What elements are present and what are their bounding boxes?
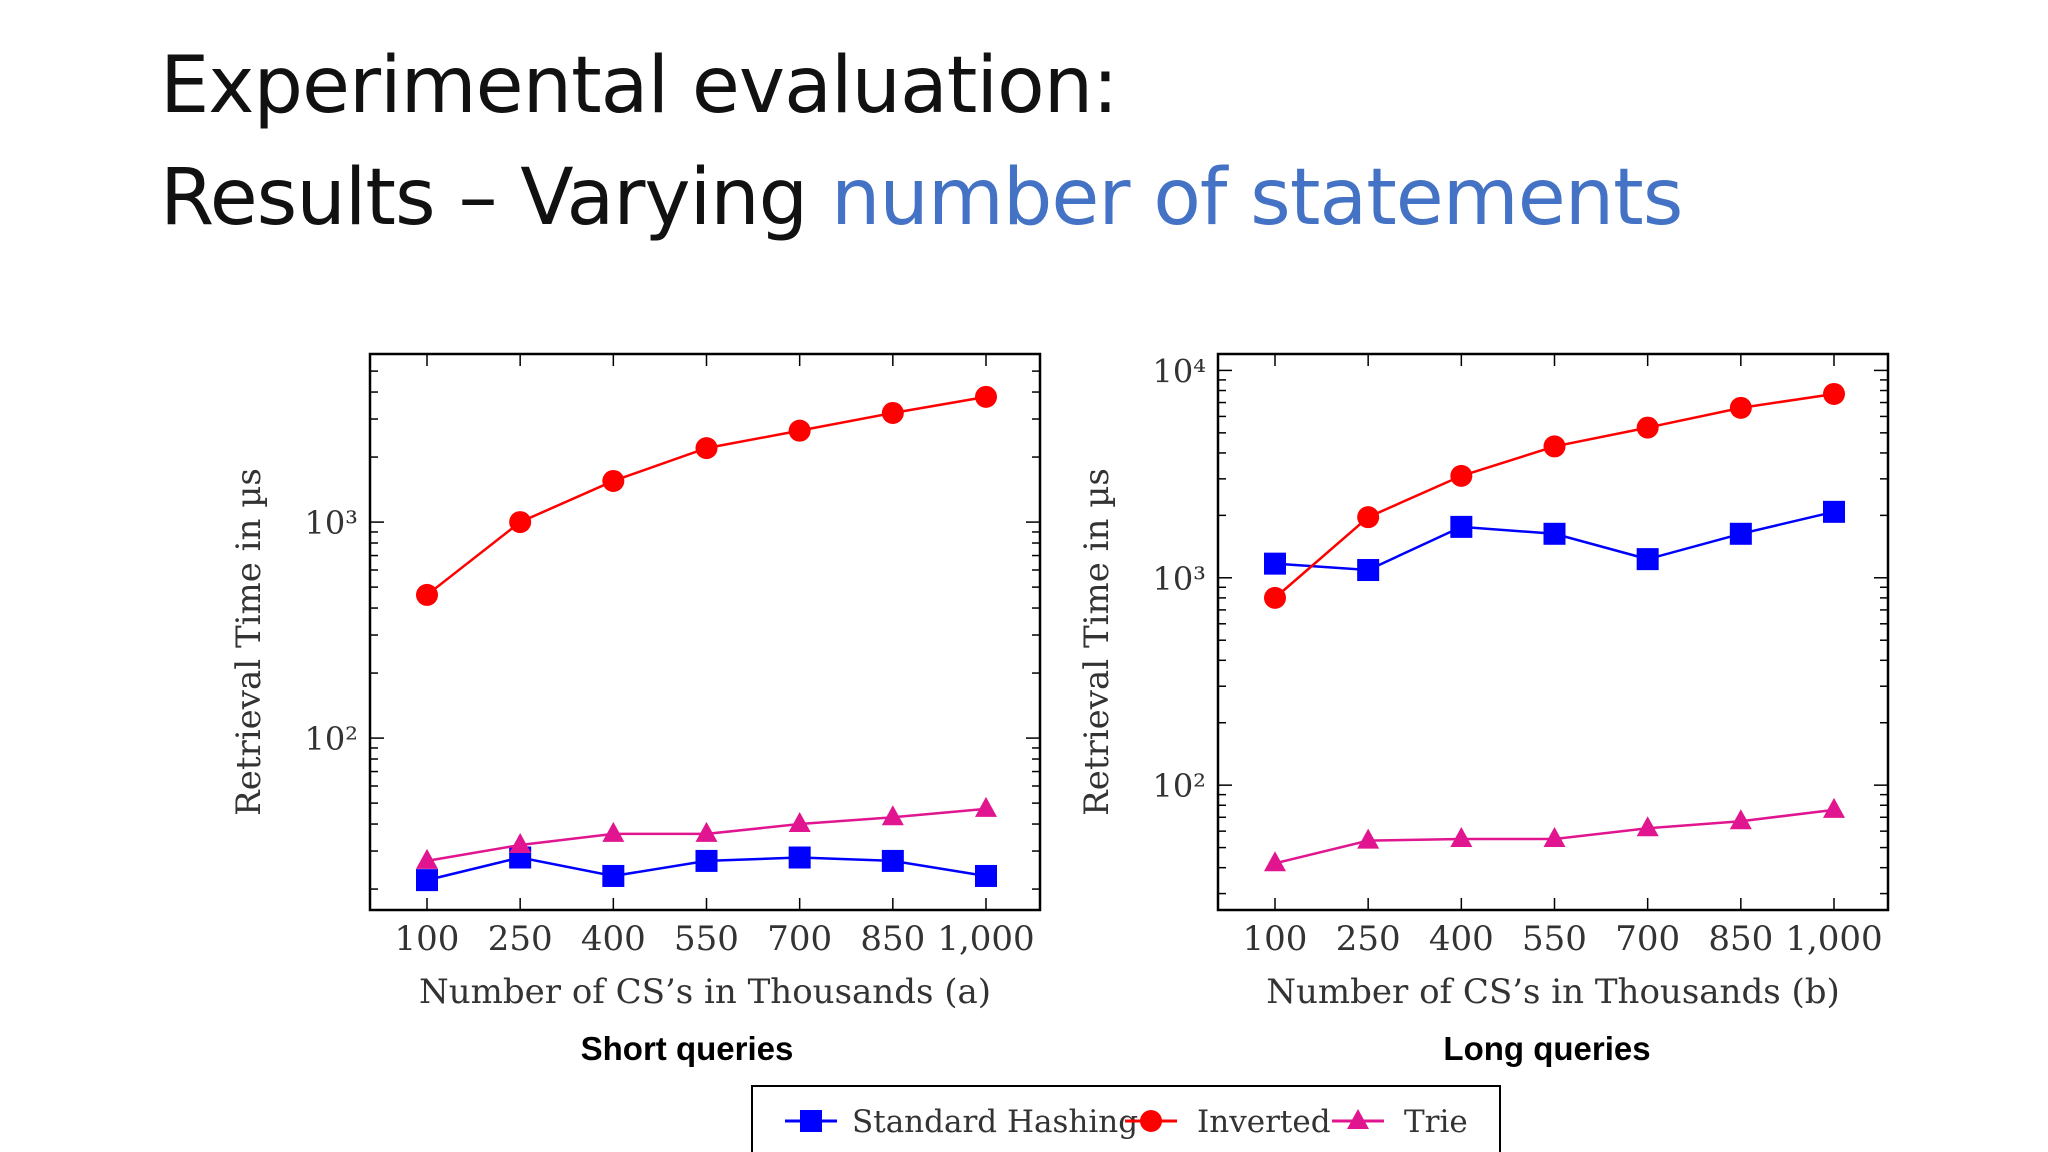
series-trie bbox=[416, 796, 997, 869]
x-tick-label: 250 bbox=[1336, 919, 1401, 959]
legend-marker bbox=[1140, 1110, 1162, 1132]
data-point bbox=[1450, 464, 1473, 487]
data-point bbox=[1450, 826, 1473, 847]
x-axis-label: Number of CS’s in Thousands (b) bbox=[1266, 972, 1840, 1012]
title-line-2-accent: number of statements bbox=[830, 153, 1683, 243]
x-tick-label: 850 bbox=[860, 919, 925, 959]
data-point bbox=[1729, 809, 1752, 830]
data-point bbox=[695, 849, 718, 872]
legend-box bbox=[751, 1085, 1501, 1152]
series-inverted bbox=[1264, 382, 1845, 609]
legend-marker bbox=[1347, 1109, 1369, 1129]
data-point bbox=[1636, 816, 1659, 837]
data-point bbox=[881, 401, 904, 424]
series-inverted bbox=[416, 385, 997, 606]
plot-frame bbox=[1216, 352, 1890, 912]
slide-title: Experimental evaluation: Results – Varyi… bbox=[160, 30, 1683, 254]
data-point bbox=[509, 511, 532, 534]
x-tick-label: 550 bbox=[674, 919, 739, 959]
data-point bbox=[975, 385, 997, 408]
data-point bbox=[788, 812, 811, 833]
legend-marker bbox=[800, 1110, 822, 1132]
data-point bbox=[1450, 515, 1473, 538]
data-point bbox=[1823, 382, 1845, 405]
data-point bbox=[1264, 552, 1286, 575]
data-point bbox=[509, 832, 532, 853]
y-tick-label: 10² bbox=[1152, 767, 1206, 805]
y-tick-label: 10³ bbox=[304, 504, 358, 542]
data-point bbox=[1357, 828, 1380, 849]
series-standard-hashing bbox=[416, 846, 997, 892]
chart-b-caption: Long queries bbox=[1443, 1030, 1651, 1067]
x-tick-label: 700 bbox=[1615, 919, 1680, 959]
y-axis-label: Retrieval Time in µs bbox=[229, 468, 269, 816]
series-standard-hashing bbox=[1264, 500, 1845, 582]
data-point bbox=[602, 864, 625, 887]
data-point bbox=[1543, 522, 1566, 545]
x-tick-label: 400 bbox=[581, 919, 646, 959]
x-tick-label: 250 bbox=[488, 919, 553, 959]
data-point bbox=[602, 821, 625, 842]
chart-a: 10² 10³ 100 250 400 550 700 850 1,000 Number of C… bbox=[229, 352, 1042, 1012]
data-point bbox=[1264, 586, 1286, 609]
data-point bbox=[1636, 416, 1659, 439]
data-point bbox=[975, 864, 997, 887]
data-point bbox=[1264, 851, 1286, 872]
data-point bbox=[695, 821, 718, 842]
title-line-1: Experimental evaluation: bbox=[160, 41, 1118, 131]
y-tick-label: 10² bbox=[304, 720, 358, 758]
data-point bbox=[975, 796, 997, 817]
series-trie bbox=[1264, 797, 1845, 872]
data-point bbox=[1729, 522, 1752, 545]
data-point bbox=[1357, 506, 1380, 529]
x-tick-label: 1,000 bbox=[937, 919, 1034, 959]
data-point bbox=[1543, 435, 1566, 458]
data-point bbox=[416, 869, 438, 892]
y-tick-label: 10⁴ bbox=[1152, 352, 1206, 390]
legend-label: Inverted bbox=[1197, 1104, 1331, 1140]
data-point bbox=[788, 846, 811, 869]
legend-entry-inverted: Inverted bbox=[1125, 1104, 1331, 1140]
data-point bbox=[788, 419, 811, 442]
chart-b: 10² 10³ 10⁴ 100 250 400 550 700 850 1,000 Number o… bbox=[1077, 352, 1890, 1012]
legend-entry-trie: Trie bbox=[1332, 1104, 1468, 1140]
series-line bbox=[426, 395, 987, 596]
data-point bbox=[1823, 500, 1845, 523]
x-axis-label: Number of CS’s in Thousands (a) bbox=[419, 972, 991, 1012]
data-point bbox=[695, 437, 718, 460]
x-tick-label: 100 bbox=[1243, 919, 1308, 959]
data-point bbox=[602, 469, 625, 492]
data-point bbox=[1357, 559, 1380, 582]
y-tick-label: 10³ bbox=[1152, 560, 1206, 598]
data-point bbox=[416, 848, 438, 869]
x-tick-label: 100 bbox=[395, 919, 460, 959]
data-point bbox=[416, 583, 438, 606]
x-tick-label: 400 bbox=[1429, 919, 1494, 959]
legend-label: Trie bbox=[1404, 1104, 1468, 1140]
data-point bbox=[1729, 396, 1752, 419]
plot-frame bbox=[368, 352, 1042, 912]
legend-label: Standard Hashing bbox=[852, 1104, 1138, 1140]
data-point bbox=[1823, 797, 1845, 818]
x-tick-label: 1,000 bbox=[1785, 919, 1882, 959]
data-point bbox=[881, 805, 904, 826]
y-axis-label: Retrieval Time in µs bbox=[1077, 468, 1117, 816]
x-tick-label: 850 bbox=[1708, 919, 1773, 959]
data-point bbox=[881, 849, 904, 872]
x-tick-label: 700 bbox=[767, 919, 832, 959]
legend: Standard Hashing Inverted Trie bbox=[751, 1085, 1501, 1152]
data-point bbox=[1543, 826, 1566, 847]
title-line-2-prefix: Results – Varying bbox=[160, 153, 831, 243]
data-point bbox=[1636, 548, 1659, 571]
chart-a-caption: Short queries bbox=[580, 1030, 794, 1067]
legend-entry-standard-hashing: Standard Hashing bbox=[785, 1104, 1138, 1140]
x-tick-label: 550 bbox=[1522, 919, 1587, 959]
